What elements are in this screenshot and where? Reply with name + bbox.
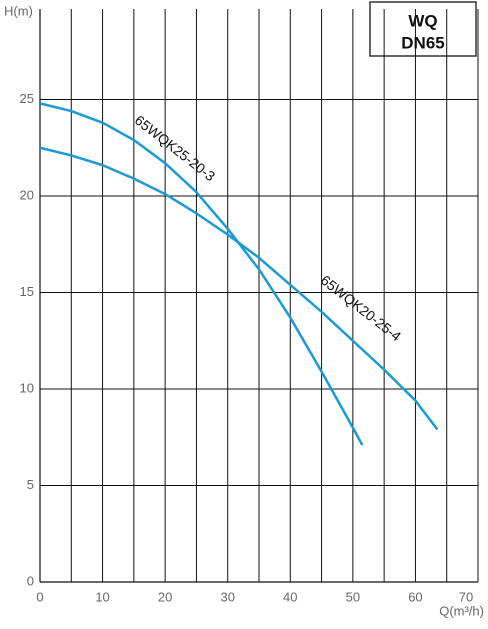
badge-box [369,1,477,57]
y-tick-label: 5 [27,477,34,492]
badge-line: DN65 [401,33,444,52]
curve-label: 65WQK20-25-4 [318,272,405,345]
badge-line: WQ [408,11,437,30]
x-tick-label: 60 [408,589,422,604]
y-tick-label: 10 [20,380,34,395]
x-tick-label: 50 [346,589,360,604]
x-tick-label: 0 [36,589,43,604]
y-axis-label: H(m) [4,3,33,18]
x-axis-label: Q(m³/h) [439,603,484,618]
y-tick-label: 0 [27,573,34,588]
y-tick-label: 20 [20,187,34,202]
y-tick-label: 15 [20,284,34,299]
x-tick-label: 30 [220,589,234,604]
curve [39,146,439,431]
x-tick-label: 40 [283,589,297,604]
x-tick-label: 10 [95,589,109,604]
x-tick-label: 70 [459,589,473,604]
curve [39,102,364,446]
x-tick-label: 20 [158,589,172,604]
y-tick-label: 25 [20,91,34,106]
